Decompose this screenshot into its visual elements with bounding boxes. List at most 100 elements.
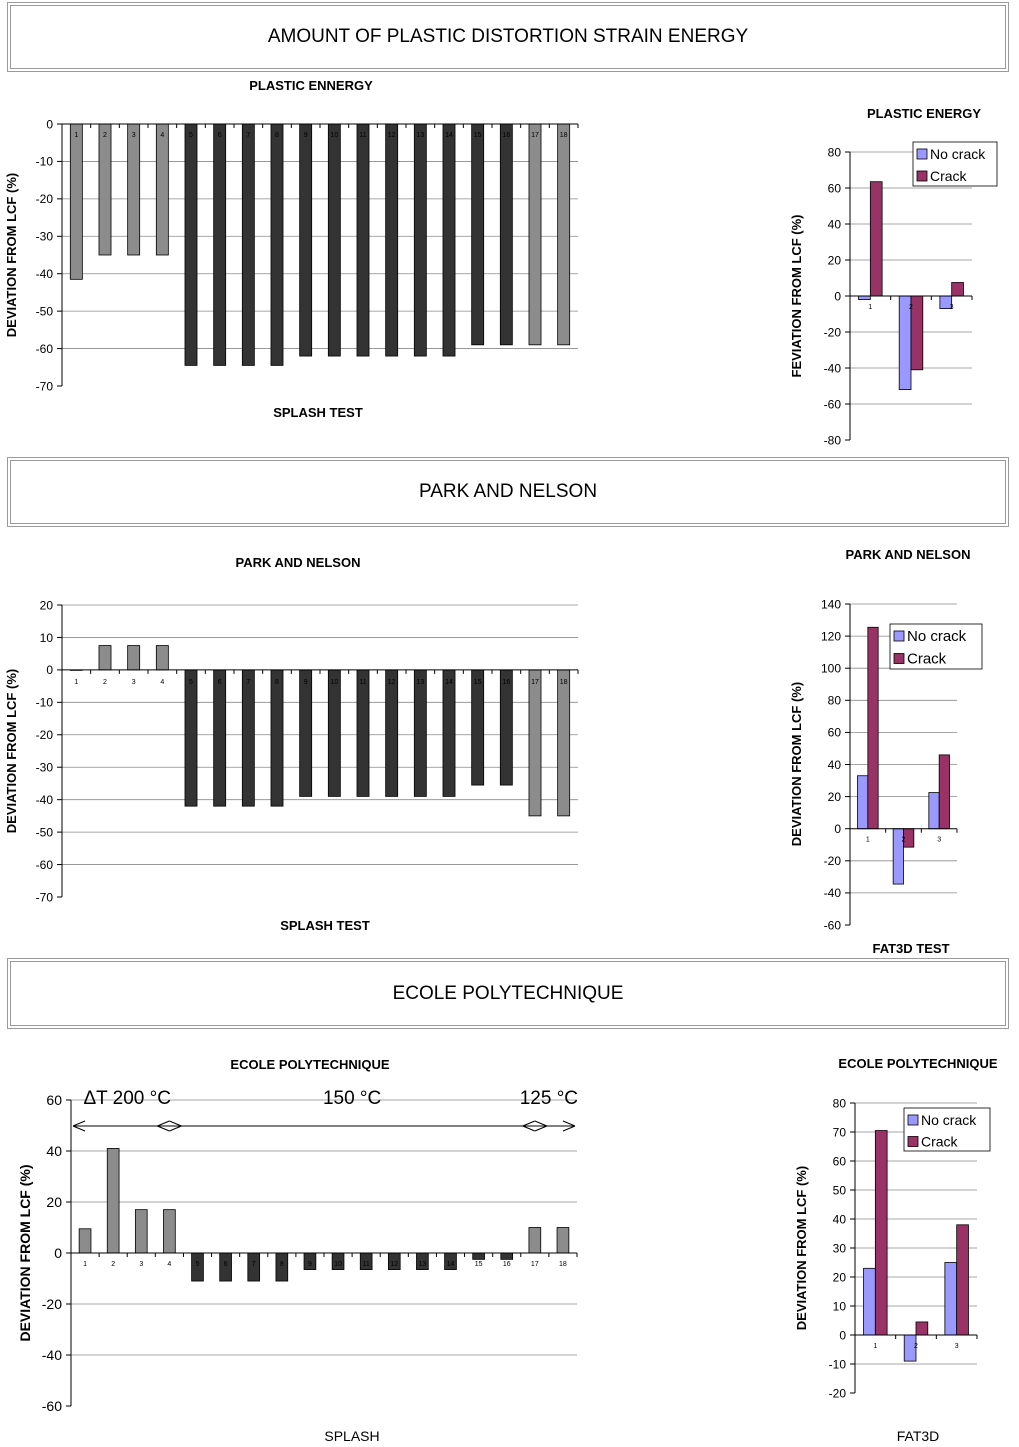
chart-6: ECOLE POLYTECHNIQUE FAT3D DEVIATION FROM L… (794, 1056, 998, 1444)
arrow-head-right (169, 1120, 182, 1132)
bar-17 (528, 669, 542, 817)
y-tick-label: 30 (833, 1241, 847, 1255)
y-tick-label: -40 (824, 886, 842, 900)
bar-4 (155, 645, 169, 671)
x-tick-label: 7 (246, 132, 250, 139)
x-tick-label: 10 (330, 132, 338, 139)
y-tick-label: 60 (828, 726, 842, 740)
x-tick-label: 1 (866, 837, 870, 844)
bar-1 (69, 123, 83, 280)
bar-crack-3 (938, 754, 950, 830)
x-tick-label: 2 (103, 132, 107, 139)
y-axis-label: DEVIATION FROM LCF (%) (4, 669, 19, 833)
bar-10 (327, 669, 341, 797)
x-tick-label: 2 (914, 1343, 918, 1350)
x-tick-label: 17 (531, 679, 539, 686)
y-tick-label: -20 (36, 728, 54, 742)
bar-9 (299, 123, 313, 357)
x-tick-label: 2 (909, 304, 913, 311)
bar-crack-3 (956, 1224, 969, 1336)
x-tick-label: 6 (224, 1261, 228, 1268)
y-tick-label: -60 (36, 858, 54, 872)
y-tick-label: 60 (46, 1092, 62, 1108)
chart-title: PLASTIC ENERGY (867, 106, 981, 121)
bar-2 (98, 645, 112, 671)
x-tick-label: 1 (74, 132, 78, 139)
bar-2 (106, 1148, 120, 1254)
y-tick-label: 20 (833, 1270, 847, 1284)
y-tick-label: 10 (40, 631, 54, 645)
bar-15 (471, 669, 485, 786)
x-axis-label: SPLASH TEST (280, 918, 370, 933)
x-tick-label: 1 (74, 679, 78, 686)
bar-16 (500, 1252, 514, 1260)
x-tick-label: 5 (189, 679, 193, 686)
y-tick-label: -40 (42, 1347, 62, 1363)
x-tick-label: 17 (531, 1261, 539, 1268)
x-tick-label: 1 (83, 1261, 87, 1268)
y-tick-label: 20 (828, 253, 842, 267)
y-tick-label: 80 (833, 1096, 847, 1110)
chart-title: PARK AND NELSON (846, 547, 971, 562)
y-tick-label: 50 (833, 1183, 847, 1197)
bar-17 (528, 123, 542, 346)
chart-1: PLASTIC ENNERGY SPLASH TEST DEVIATION FROM… (4, 78, 579, 420)
x-tick-label: 6 (218, 132, 222, 139)
legend-box (889, 623, 983, 670)
bar-18 (557, 669, 571, 817)
bar-1 (78, 1228, 92, 1254)
y-tick-label: 20 (828, 790, 842, 804)
banner-ecole-polytechnique: ECOLE POLYTECHNIQUE (7, 958, 1009, 1029)
y-tick-label: -50 (36, 825, 54, 839)
bar-14 (442, 669, 456, 797)
chart-3: PARK AND NELSON SPLASH TEST DEVIATION FROM… (4, 555, 579, 933)
y-tick-label: 70 (833, 1125, 847, 1139)
x-tick-label: 2 (902, 837, 906, 844)
x-tick-label: 13 (418, 1261, 426, 1268)
arrow-head-left (522, 1120, 535, 1132)
x-tick-label: 12 (390, 1261, 398, 1268)
legend-label: Crack (930, 168, 968, 184)
x-tick-label: 16 (503, 1261, 511, 1268)
x-tick-label: 1 (868, 304, 872, 311)
y-tick-label: 10 (833, 1299, 847, 1313)
x-tick-label: 7 (246, 679, 250, 686)
y-axis-label: DEVIATION FROM LCF (%) (17, 1164, 33, 1341)
bar-7 (241, 123, 255, 366)
x-tick-label: 15 (474, 132, 482, 139)
bar-13 (413, 123, 427, 357)
y-tick-label: 60 (828, 181, 842, 195)
x-tick-label: 9 (304, 132, 308, 139)
legend-swatch (916, 170, 928, 182)
bar-15 (471, 123, 485, 346)
arrow-head-left (72, 1120, 86, 1132)
bar-no-crack-1 (857, 775, 869, 830)
legend-label: Crack (907, 651, 947, 668)
bar-14 (442, 123, 456, 357)
y-tick-label: -40 (36, 267, 54, 281)
x-tick-label: 7 (252, 1261, 256, 1268)
temperature-annotation: ΔT 200 °C (83, 1088, 171, 1109)
banner-plastic-distortion: AMOUNT OF PLASTIC DISTORTION STRAIN ENER… (7, 2, 1009, 72)
x-tick-label: 18 (560, 679, 568, 686)
bar-17 (528, 1227, 542, 1254)
bar-5 (184, 123, 198, 366)
legend-label: No crack (921, 1112, 977, 1128)
legend-swatch (893, 653, 905, 664)
x-tick-label: 15 (475, 1261, 483, 1268)
x-tick-label: 11 (359, 679, 366, 686)
legend: No crack Crack (889, 623, 983, 670)
x-tick-label: 3 (132, 679, 136, 686)
y-tick-label: 60 (833, 1154, 847, 1168)
bar-8 (270, 669, 284, 807)
x-tick-label: 10 (334, 1261, 342, 1268)
bar-15 (472, 1252, 485, 1260)
x-axis-label: SPLASH (324, 1428, 379, 1444)
temperature-annotation: 150 °C (323, 1088, 381, 1109)
bar-crack-3 (951, 282, 964, 297)
legend-swatch (907, 1136, 919, 1147)
y-axis-label: DEVIATION FROM LCF (%) (794, 1166, 809, 1330)
legend: No crack Crack (903, 1107, 991, 1152)
y-tick-label: -60 (824, 397, 842, 411)
